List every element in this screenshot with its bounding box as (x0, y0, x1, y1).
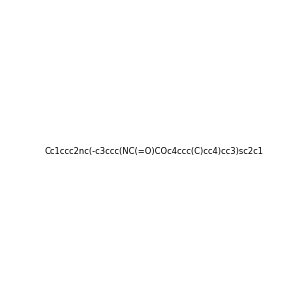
Text: Cc1ccc2nc(-c3ccc(NC(=O)COc4ccc(C)cc4)cc3)sc2c1: Cc1ccc2nc(-c3ccc(NC(=O)COc4ccc(C)cc4)cc3… (44, 147, 263, 156)
